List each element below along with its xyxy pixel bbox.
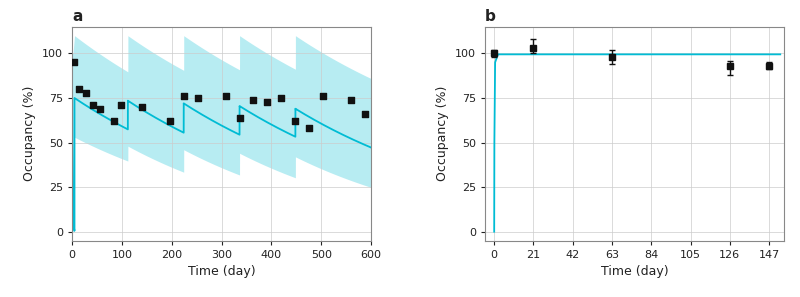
Point [191, 96, 204, 100]
Point [163, 119, 176, 124]
Point [135, 105, 148, 109]
X-axis label: Time (day): Time (day) [601, 265, 668, 278]
Y-axis label: Occupancy (%): Occupancy (%) [436, 86, 450, 181]
Point [247, 97, 260, 102]
Point [86, 103, 99, 108]
Text: b: b [485, 9, 496, 24]
Point [358, 112, 371, 116]
Point [73, 87, 86, 91]
Point [68, 60, 81, 65]
X-axis label: Time (day): Time (day) [188, 265, 255, 278]
Point [233, 115, 246, 120]
Point [303, 126, 316, 131]
Point [219, 94, 232, 99]
Point [317, 94, 330, 99]
Point [107, 119, 120, 124]
Y-axis label: Occupancy (%): Occupancy (%) [23, 86, 37, 181]
Point [345, 97, 358, 102]
Point [114, 103, 127, 108]
Point [275, 96, 288, 100]
Point [94, 106, 106, 111]
Point [178, 94, 190, 99]
Point [79, 90, 92, 95]
Point [261, 99, 274, 104]
Text: a: a [72, 9, 82, 24]
Point [289, 119, 302, 124]
